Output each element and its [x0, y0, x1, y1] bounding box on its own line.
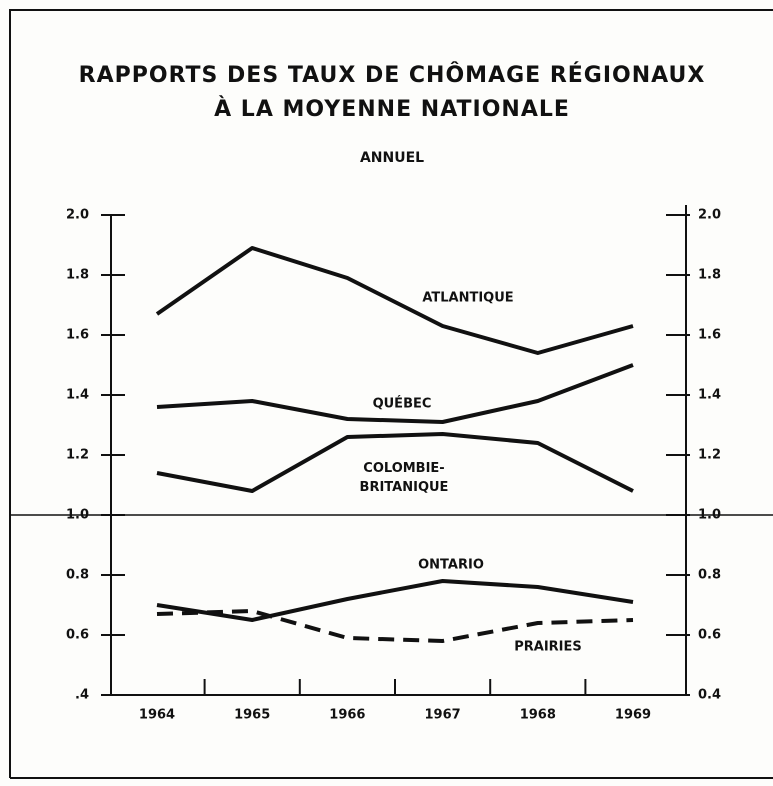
frame — [9, 9, 773, 778]
x-tick-label: 1966 — [329, 708, 365, 723]
y-tick-label: 0.6 — [66, 628, 89, 643]
y2-tick-label: 1.0 — [698, 508, 721, 523]
y2-tick-label: 1.6 — [698, 328, 721, 343]
y2-tick-label: 0.6 — [698, 628, 721, 643]
series-label: QUÉBEC — [373, 396, 432, 412]
chart-title: À LA MOYENNE NATIONALE — [214, 96, 570, 122]
x-tick-label: 1965 — [234, 708, 270, 723]
series-label: ATLANTIQUE — [422, 291, 513, 306]
series-label: PRAIRIES — [514, 640, 582, 655]
y-tick-label: 1.4 — [66, 388, 89, 403]
x-tick-label: 1968 — [520, 708, 556, 723]
chart-subtitle: ANNUEL — [360, 150, 424, 166]
series-line — [156, 579, 634, 622]
series-label: ONTARIO — [418, 558, 484, 573]
series-line — [156, 609, 634, 643]
series-line — [155, 246, 634, 355]
y2-tick-label: 0.4 — [698, 688, 721, 703]
chart-title: RAPPORTS DES TAUX DE CHÔMAGE RÉGIONAUX — [79, 62, 706, 88]
y2-tick-label: 1.2 — [698, 448, 721, 463]
y-tick-label: 1.8 — [66, 268, 89, 283]
y2-tick-label: 0.8 — [698, 568, 721, 583]
series-line — [156, 363, 634, 424]
y-tick-label: 1.2 — [66, 448, 89, 463]
y2-tick-label: 1.4 — [698, 388, 721, 403]
y-tick-label: 2.0 — [66, 208, 89, 223]
x-tick-label: 1964 — [139, 708, 175, 723]
y-tick-label: 0.8 — [66, 568, 89, 583]
series-label: COLOMBIE-BRITANIQUE — [360, 461, 449, 495]
y2-tick-label: 1.8 — [698, 268, 721, 283]
y-tick-label: 1.6 — [66, 328, 89, 343]
y-tick-label: .4 — [75, 688, 89, 703]
x-tick-label: 1967 — [425, 708, 461, 723]
series-line — [156, 432, 634, 493]
x-tick-label: 1969 — [615, 708, 651, 723]
y2-tick-label: 2.0 — [698, 208, 721, 223]
